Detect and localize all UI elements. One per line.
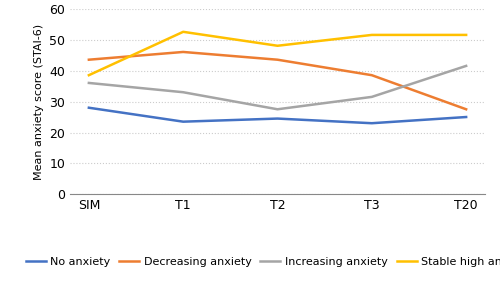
Line: No anxiety: No anxiety xyxy=(89,108,466,123)
Increasing anxiety xyxy=(86,81,92,85)
Stable high anxiety xyxy=(369,33,375,37)
Increasing anxiety xyxy=(274,108,280,111)
Stable high anxiety xyxy=(180,30,186,33)
Line: Increasing anxiety: Increasing anxiety xyxy=(89,66,466,109)
Decreasing anxiety xyxy=(369,74,375,77)
Increasing anxiety xyxy=(463,64,469,67)
Y-axis label: Mean anxiety score (STAI-6): Mean anxiety score (STAI-6) xyxy=(34,23,43,180)
No anxiety xyxy=(86,106,92,110)
Stable high anxiety xyxy=(274,44,280,47)
Line: Stable high anxiety: Stable high anxiety xyxy=(89,32,466,75)
Increasing anxiety xyxy=(369,95,375,99)
No anxiety xyxy=(369,122,375,125)
Decreasing anxiety xyxy=(463,108,469,111)
Stable high anxiety xyxy=(86,74,92,77)
Decreasing anxiety xyxy=(86,58,92,61)
Decreasing anxiety xyxy=(180,50,186,54)
Line: Decreasing anxiety: Decreasing anxiety xyxy=(89,52,466,109)
Increasing anxiety xyxy=(180,90,186,94)
No anxiety xyxy=(274,117,280,120)
Legend: No anxiety, Decreasing anxiety, Increasing anxiety, Stable high anxiety: No anxiety, Decreasing anxiety, Increasi… xyxy=(21,252,500,271)
Decreasing anxiety xyxy=(274,58,280,61)
Stable high anxiety xyxy=(463,33,469,37)
No anxiety xyxy=(180,120,186,123)
No anxiety xyxy=(463,115,469,119)
